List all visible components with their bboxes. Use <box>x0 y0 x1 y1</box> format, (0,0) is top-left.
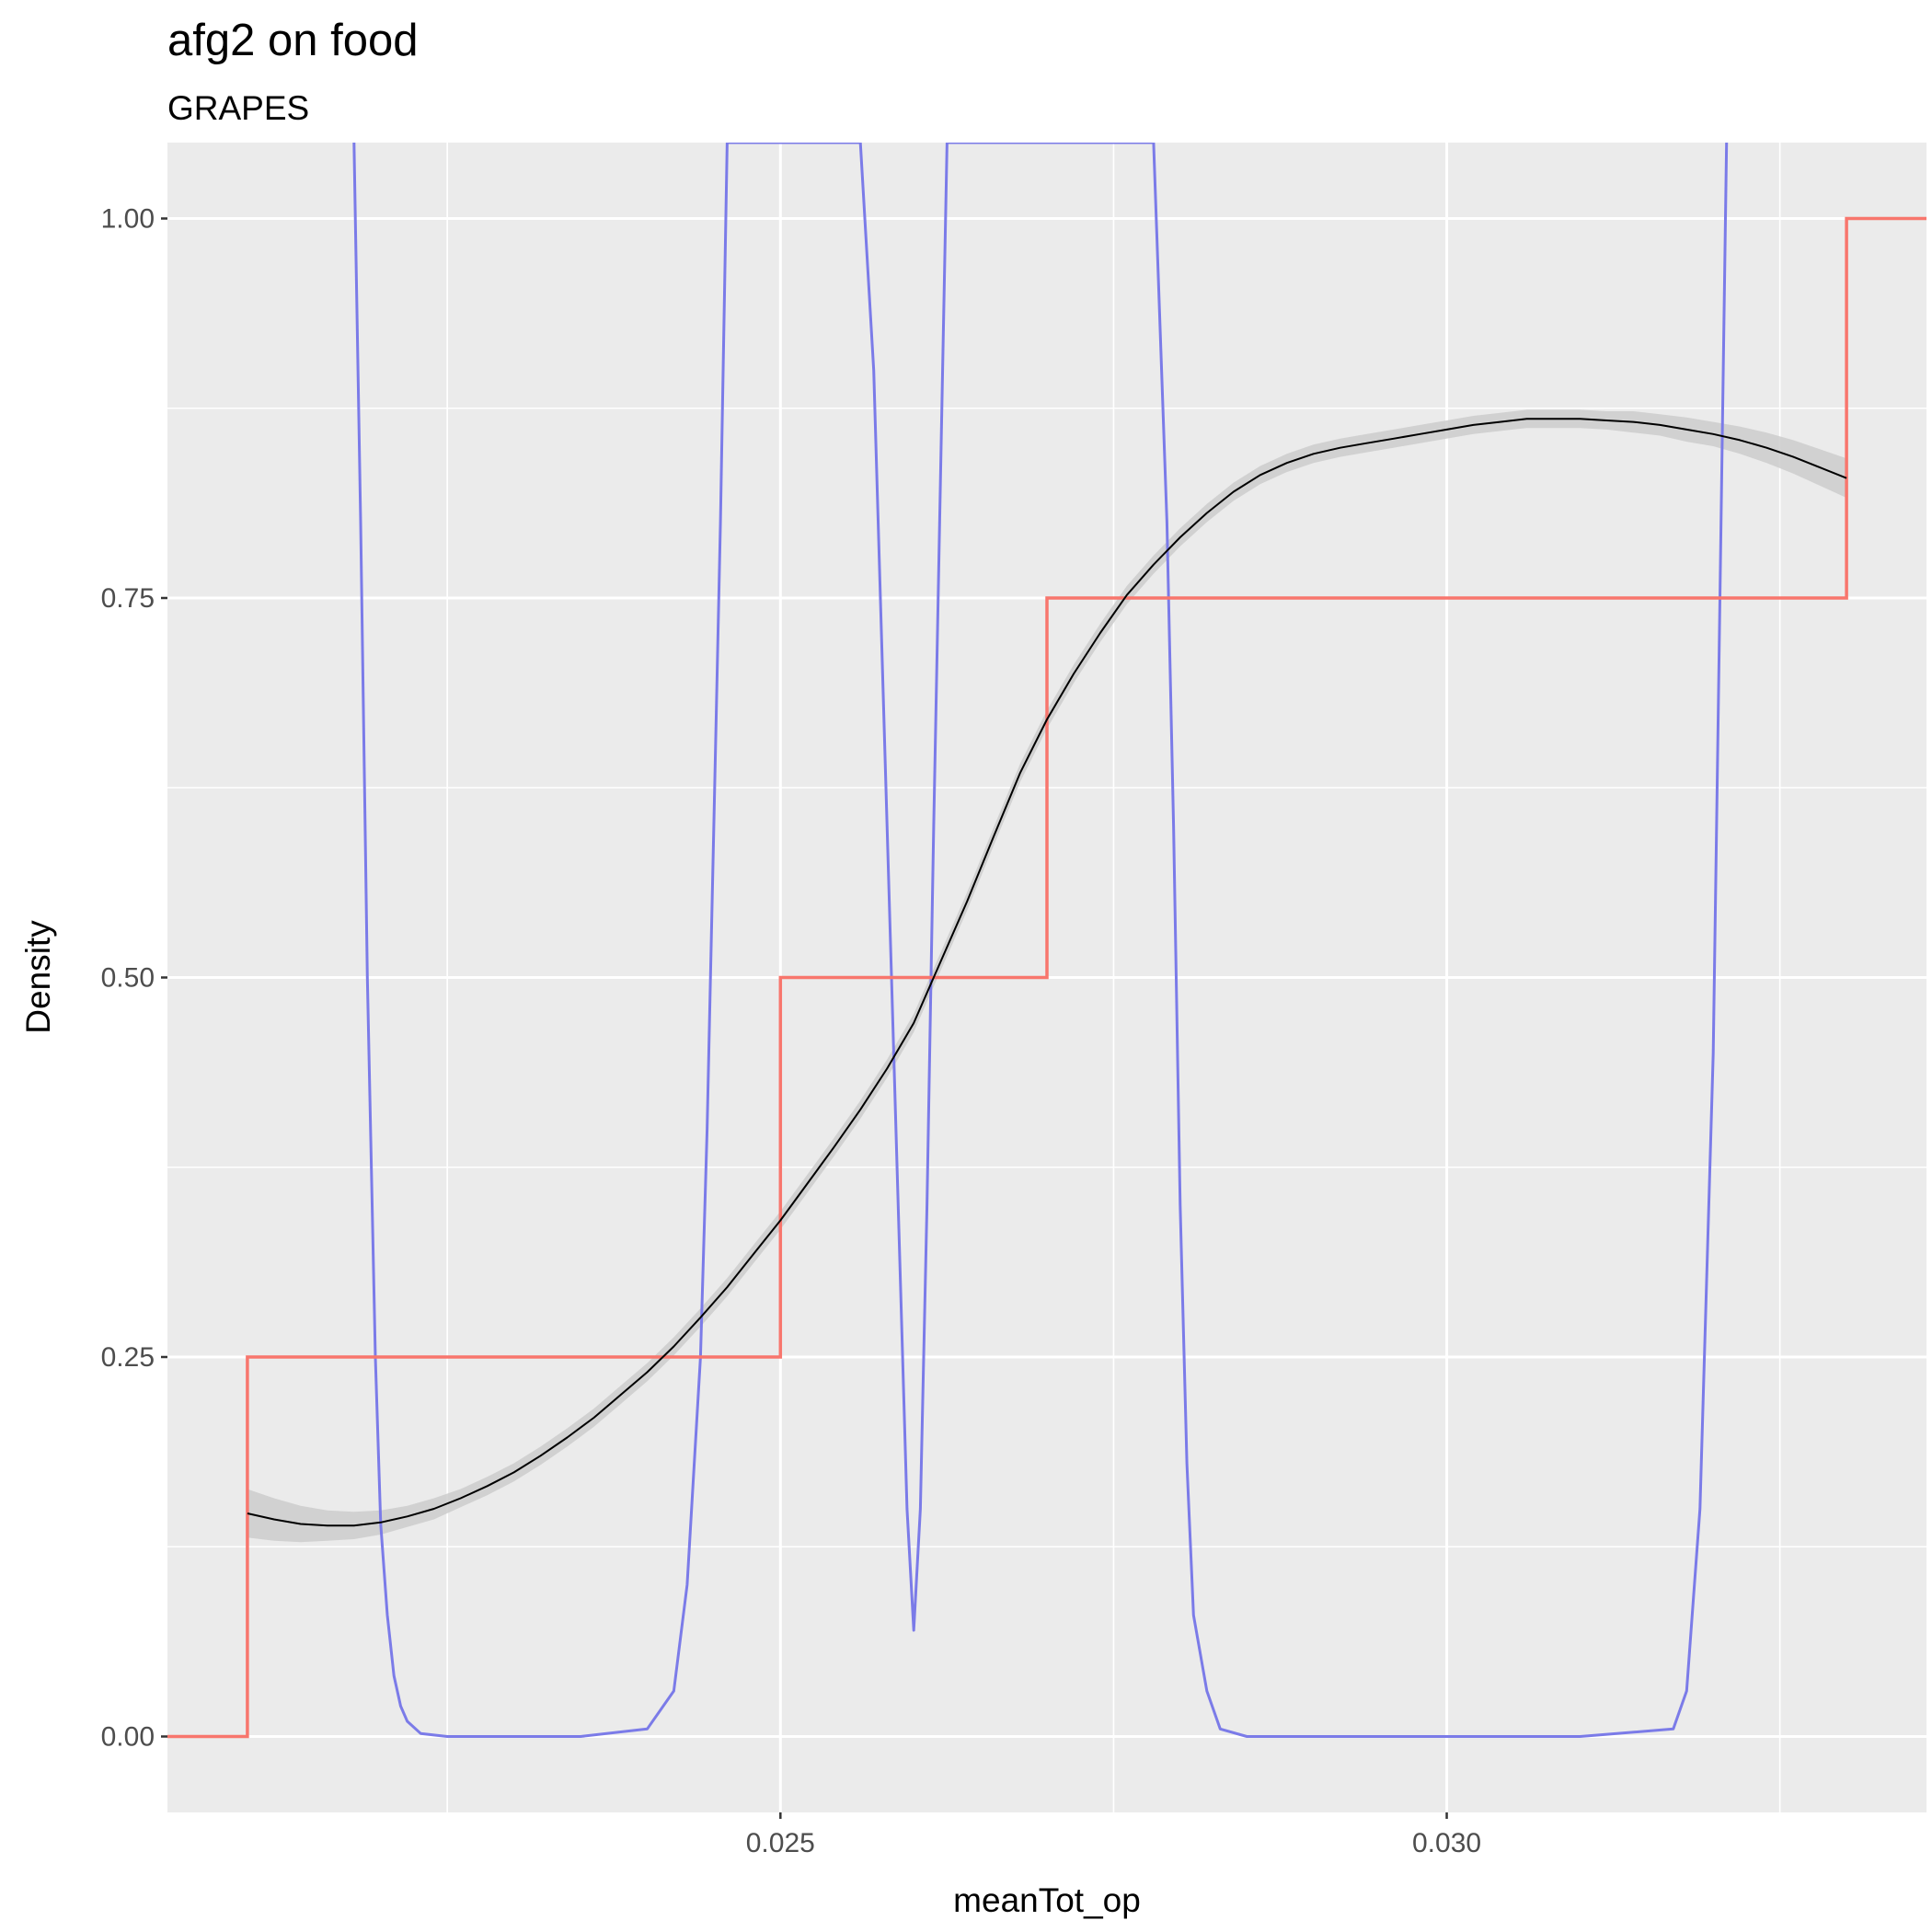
x-tick-label: 0.030 <box>1412 1828 1481 1858</box>
chart-title: afg2 on food <box>167 16 418 65</box>
y-tick-label: 1.00 <box>101 204 155 235</box>
y-tick-label: 0.00 <box>101 1722 155 1753</box>
y-tick-label: 0.75 <box>101 583 155 614</box>
y-axis: 0.00 0.25 0.50 0.75 1.00 <box>101 204 167 1753</box>
smooth-line <box>247 418 1847 1527</box>
x-tick-label: 0.025 <box>746 1828 815 1858</box>
ecdf-step-line <box>167 216 1926 1739</box>
y-tick-label: 0.50 <box>101 963 155 994</box>
y-tick-label: 0.25 <box>101 1342 155 1373</box>
y-axis-title: Density <box>19 920 57 1034</box>
series-layer <box>167 143 1926 1739</box>
x-axis-title: meanTot_op <box>953 1881 1141 1919</box>
x-axis: 0.025 0.030 <box>746 1812 1481 1858</box>
density-line <box>352 143 1729 1738</box>
chart-subtitle: GRAPES <box>167 89 309 127</box>
